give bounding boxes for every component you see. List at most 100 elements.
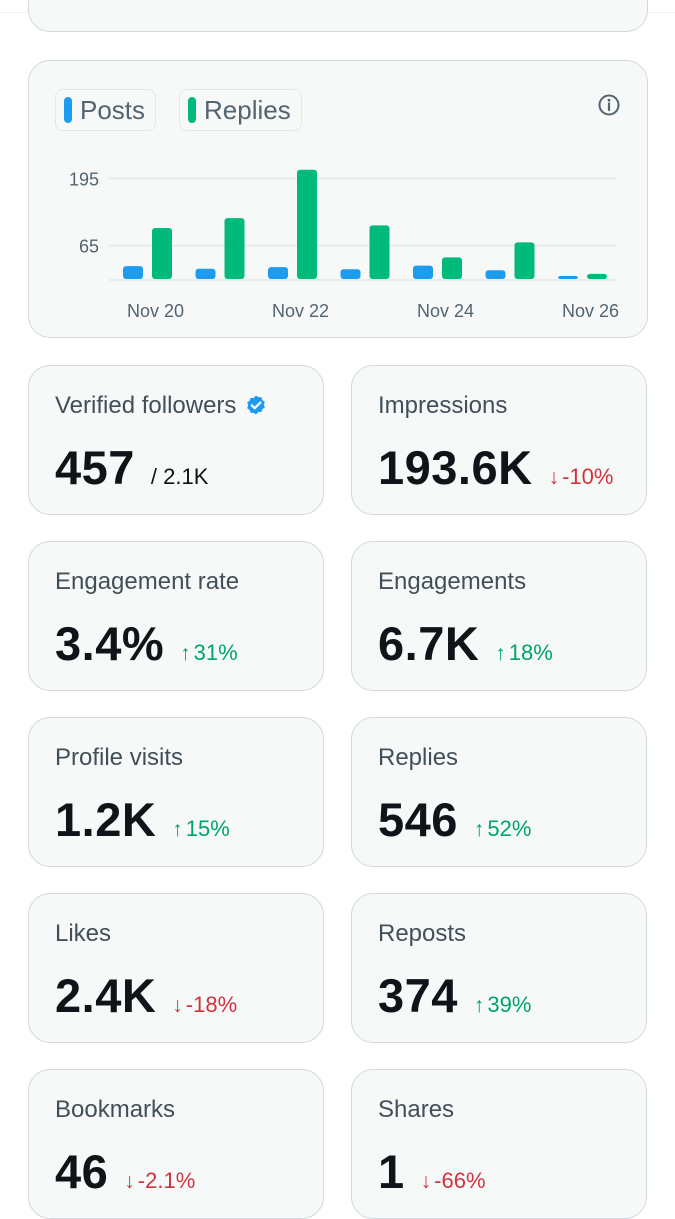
metric-value-row: 193.6K ↓ -10% xyxy=(378,440,613,495)
arrow-down-icon: ↓ xyxy=(172,994,183,1017)
metric-card-replies[interactable]: Replies 546 ↑ 52% xyxy=(351,717,647,867)
metric-label: Replies xyxy=(378,744,458,772)
legend-replies-label: Replies xyxy=(204,94,291,125)
metric-change-value: 31% xyxy=(193,640,238,665)
metric-card-verified-followers[interactable]: Verified followers 457 / 2.1K xyxy=(28,365,324,515)
metric-change-value: -10% xyxy=(562,464,614,489)
metric-change: ↓ -18% xyxy=(172,992,237,1018)
metric-label-text: Impressions xyxy=(378,392,508,419)
metric-value: 46 xyxy=(55,1145,109,1198)
metric-change-value: -66% xyxy=(434,1168,486,1193)
bar-posts-nov-25 xyxy=(485,270,506,279)
metric-value: 1.2K xyxy=(55,793,157,846)
metric-label: Shares xyxy=(378,1096,454,1124)
metric-value-row: 374 ↑ 39% xyxy=(378,968,531,1023)
metric-value-row: 46 ↓ -2.1% xyxy=(55,1144,195,1199)
metric-value-row: 2.4K ↓ -18% xyxy=(55,968,237,1023)
metric-label: Profile visits xyxy=(55,744,183,772)
metric-value-row: 1.2K ↑ 15% xyxy=(55,792,230,847)
metric-value-row: 3.4% ↑ 31% xyxy=(55,616,238,671)
x-tick-label: Nov 26 xyxy=(562,301,619,321)
metric-label-text: Engagements xyxy=(378,568,527,595)
metric-change: ↑ 18% xyxy=(495,640,553,666)
metric-label-text: Bookmarks xyxy=(55,1096,176,1123)
metric-label: Engagement rate xyxy=(55,568,239,596)
arrow-down-icon: ↓ xyxy=(124,1170,135,1193)
bar-posts-nov-21 xyxy=(195,268,216,279)
metric-value-row: 546 ↑ 52% xyxy=(378,792,531,847)
metric-label: Bookmarks xyxy=(55,1096,175,1124)
y-tick-label: 195 xyxy=(69,169,99,189)
arrow-down-icon: ↓ xyxy=(548,466,560,489)
metric-label-text: Verified followers xyxy=(55,392,237,419)
arrow-up-icon: ↑ xyxy=(172,818,183,841)
bar-replies-nov-25 xyxy=(514,242,535,279)
metric-total: / 2.1K xyxy=(150,464,209,489)
metric-card-bookmarks[interactable]: Bookmarks 46 ↓ -2.1% xyxy=(28,1069,324,1219)
bar-posts-nov-22 xyxy=(268,267,288,279)
replies-swatch xyxy=(188,97,196,123)
metric-card-shares[interactable]: Shares 1 ↓ -66% xyxy=(351,1069,647,1219)
legend-posts-label: Posts xyxy=(80,94,146,125)
metric-change-value: 18% xyxy=(508,640,553,665)
metric-card-likes[interactable]: Likes 2.4K ↓ -18% xyxy=(28,893,324,1043)
metric-label-text: Shares xyxy=(378,1096,455,1123)
metric-value: 3.4% xyxy=(55,617,165,670)
legend-posts[interactable]: Posts xyxy=(55,89,157,131)
metric-label: Engagements xyxy=(378,568,526,596)
metric-card-reposts[interactable]: Reposts 374 ↑ 39% xyxy=(351,893,647,1043)
metric-value: 2.4K xyxy=(55,969,157,1022)
arrow-up-icon: ↑ xyxy=(495,642,506,665)
metric-change: ↓ -10% xyxy=(549,464,614,490)
bar-replies-nov-24 xyxy=(442,257,462,279)
bar-chart: 195 65 Nov 20 Nov 22 Nov 24 Nov 26 xyxy=(69,169,619,321)
previous-card xyxy=(28,0,648,32)
activity-chart-card: Posts Replies 195 65 Nov 20 Nov 22 Nov 24 Nov… xyxy=(28,60,648,338)
metric-value: 374 xyxy=(378,969,458,1022)
metric-card-profile-visits[interactable]: Profile visits 1.2K ↑ 15% xyxy=(28,717,324,867)
arrow-down-icon: ↓ xyxy=(420,1170,432,1193)
y-tick-label: 65 xyxy=(79,236,99,256)
metric-change-value: 52% xyxy=(487,816,532,841)
metric-label-text: Likes xyxy=(55,920,112,947)
metric-value: 193.6K xyxy=(378,441,533,494)
metric-change: ↓ -2.1% xyxy=(124,1168,195,1194)
bar-replies-nov-22 xyxy=(297,169,317,279)
metric-value: 6.7K xyxy=(378,617,480,670)
metric-label: Likes xyxy=(55,920,111,948)
bar-replies-nov-21 xyxy=(224,218,245,279)
metric-value-row: 457 / 2.1K xyxy=(55,440,208,495)
metric-value-row: 6.7K ↑ 18% xyxy=(378,616,553,671)
bar-posts-nov-26 xyxy=(558,276,578,279)
metric-card-impressions[interactable]: Impressions 193.6K ↓ -10% xyxy=(351,365,647,515)
x-tick-label: Nov 20 xyxy=(127,301,184,321)
metric-value-row: 1 ↓ -66% xyxy=(378,1144,486,1199)
metric-value: 1 xyxy=(378,1145,405,1198)
metric-label: Verified followers xyxy=(55,392,268,420)
metric-change-value: 39% xyxy=(487,992,532,1017)
metric-card-engagement-rate[interactable]: Engagement rate 3.4% ↑ 31% xyxy=(28,541,324,691)
metric-value: 546 xyxy=(378,793,458,846)
metric-value: 457 xyxy=(55,441,135,494)
metric-label: Reposts xyxy=(378,920,466,948)
metric-label-text: Reposts xyxy=(378,920,467,947)
arrow-up-icon: ↑ xyxy=(473,818,485,841)
posts-swatch xyxy=(64,97,72,123)
legend-replies[interactable]: Replies xyxy=(179,89,302,131)
metric-label-text: Engagement rate xyxy=(55,568,240,595)
bar-posts-nov-20 xyxy=(123,266,143,279)
metric-label-text: Replies xyxy=(378,744,459,771)
metric-change: ↑ 31% xyxy=(180,640,238,666)
metric-change-value: -2.1% xyxy=(137,1168,196,1193)
bar-posts-nov-24 xyxy=(413,265,433,279)
bar-posts-nov-23 xyxy=(340,269,361,279)
x-tick-label: Nov 24 xyxy=(417,301,474,321)
metric-change-value: 15% xyxy=(185,816,230,841)
metric-change: ↑ 52% xyxy=(474,816,532,842)
metric-change: ↓ -66% xyxy=(421,1168,486,1194)
metric-change-value: -18% xyxy=(185,992,238,1017)
metric-label-text: Profile visits xyxy=(55,744,184,771)
info-icon[interactable] xyxy=(597,93,621,117)
metric-card-engagements[interactable]: Engagements 6.7K ↑ 18% xyxy=(351,541,647,691)
bar-replies-nov-23 xyxy=(369,225,390,279)
